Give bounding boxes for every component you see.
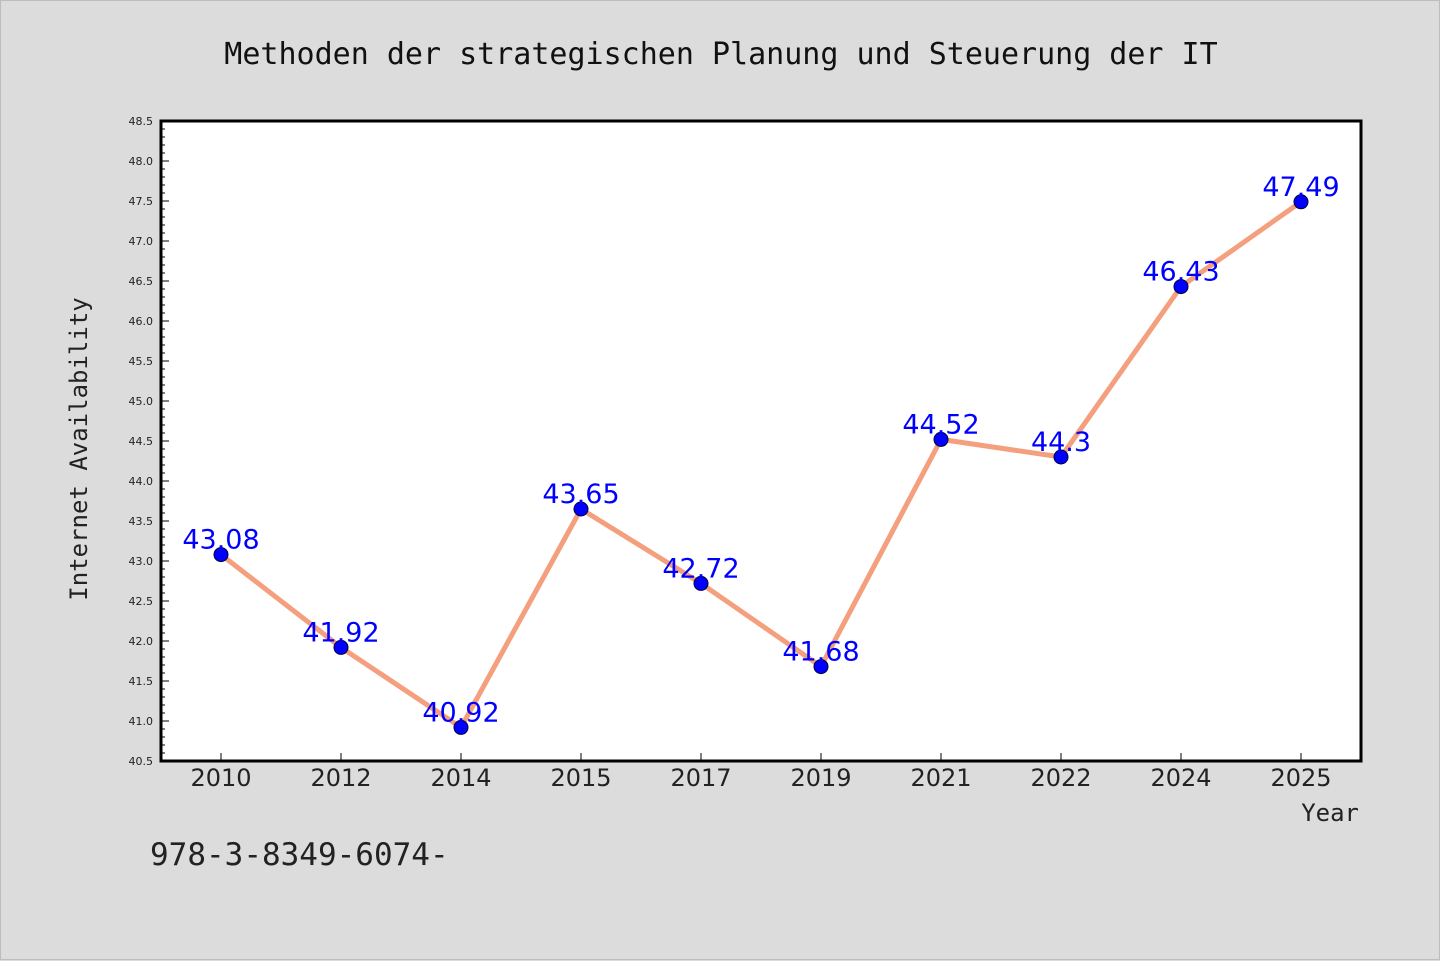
y-tick-label: 44.5 xyxy=(129,435,154,448)
x-tick-label: 2024 xyxy=(1150,764,1211,792)
data-label: 47.49 xyxy=(1262,172,1339,203)
x-tick-label: 2012 xyxy=(310,764,371,792)
data-label: 40.92 xyxy=(422,697,499,728)
y-tick-label: 44.0 xyxy=(129,475,154,488)
data-label: 43.08 xyxy=(182,525,259,556)
footnote-isbn: 978-3-8349-6074- xyxy=(150,837,449,873)
y-axis-label: Internet Availability xyxy=(65,297,93,600)
x-tick-label: 2014 xyxy=(430,764,491,792)
x-tick-label: 2025 xyxy=(1270,764,1331,792)
y-tick-label: 48.0 xyxy=(129,155,154,168)
x-tick-label: 2015 xyxy=(550,764,611,792)
x-tick-label: 2021 xyxy=(910,764,971,792)
chart-title: Methoden der strategischen Planung und S… xyxy=(224,37,1217,72)
data-point xyxy=(1053,449,1069,465)
data-label: 44.3 xyxy=(1031,427,1091,458)
data-label: 42.72 xyxy=(662,553,739,584)
y-tick-label: 43.0 xyxy=(129,555,154,568)
data-point xyxy=(933,431,949,447)
y-tick-label: 41.5 xyxy=(129,675,154,688)
data-point xyxy=(1293,194,1309,210)
x-tick-label: 2010 xyxy=(190,764,251,792)
series-line xyxy=(218,199,1304,730)
y-tick-label: 47.0 xyxy=(129,235,154,248)
y-tick-label: 41.0 xyxy=(129,715,154,728)
x-tick-label: 2017 xyxy=(670,764,731,792)
data-label: 41.68 xyxy=(782,637,859,668)
y-tick-label: 48.5 xyxy=(129,115,154,128)
y-tick-label: 45.5 xyxy=(129,355,154,368)
plot-area xyxy=(159,119,1363,763)
data-point xyxy=(1173,279,1189,295)
x-axis: 2010 2012 2014 2015 2017 2019 2021 2022 2024 2025 xyxy=(190,753,1332,792)
data-point xyxy=(213,547,229,563)
y-tick-label: 42.5 xyxy=(129,595,154,608)
data-point xyxy=(693,575,709,591)
data-label: 41.92 xyxy=(302,617,379,648)
data-label: 44.52 xyxy=(902,409,979,440)
y-tick-label: 45.0 xyxy=(129,395,154,408)
y-tick-label: 47.5 xyxy=(129,195,154,208)
data-point xyxy=(333,639,349,655)
series-layer: 43.08 41.92 40.92 43.65 42.72 41.68 44.52 44.3 4… xyxy=(182,172,1340,735)
data-label: 46.43 xyxy=(1142,257,1219,288)
y-tick-label: 46.0 xyxy=(129,315,154,328)
y-tick-label: 46.5 xyxy=(129,275,154,288)
x-tick-label: 2022 xyxy=(1030,764,1091,792)
x-axis-label: Year xyxy=(1301,799,1359,827)
data-point xyxy=(573,501,589,517)
data-label: 43.65 xyxy=(542,479,619,510)
y-tick-label: 42.0 xyxy=(129,635,154,648)
y-axis: 40.5 41.0 41.5 42.0 42.5 43.0 43.5 44.0 44.5 45.0… xyxy=(129,115,169,768)
y-tick-label: 43.5 xyxy=(129,515,154,528)
data-point xyxy=(813,659,829,675)
data-point xyxy=(453,719,469,735)
y-tick-label: 40.5 xyxy=(129,755,154,768)
x-tick-label: 2019 xyxy=(790,764,851,792)
